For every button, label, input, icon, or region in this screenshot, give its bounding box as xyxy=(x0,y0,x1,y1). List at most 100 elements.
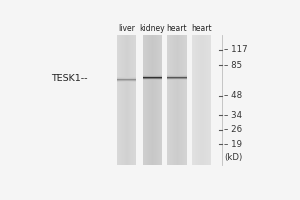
Bar xyxy=(130,35,131,165)
Bar xyxy=(146,79,147,80)
Bar xyxy=(202,35,203,165)
Bar xyxy=(205,35,206,165)
Bar xyxy=(121,81,122,82)
Bar xyxy=(147,75,148,76)
Bar xyxy=(180,76,181,77)
Bar xyxy=(209,35,210,165)
Bar xyxy=(118,80,119,81)
Bar xyxy=(143,79,144,80)
Bar xyxy=(147,78,148,79)
Bar xyxy=(183,78,184,79)
Bar xyxy=(169,76,170,77)
Bar xyxy=(124,79,125,80)
Bar xyxy=(147,76,148,77)
Bar xyxy=(186,75,187,76)
Bar xyxy=(122,80,123,81)
Bar xyxy=(126,80,127,81)
Bar xyxy=(154,77,155,78)
Bar xyxy=(155,78,156,79)
Bar xyxy=(133,81,134,82)
Bar xyxy=(127,35,128,165)
Bar xyxy=(117,35,118,165)
Bar xyxy=(117,78,118,79)
Bar xyxy=(167,76,168,77)
Bar xyxy=(148,76,149,77)
Bar xyxy=(126,79,127,80)
Bar xyxy=(177,77,178,78)
Bar xyxy=(175,78,176,79)
Bar xyxy=(124,35,125,165)
Text: heart: heart xyxy=(191,24,212,33)
Bar xyxy=(167,78,168,79)
Text: kidney: kidney xyxy=(140,24,165,33)
Bar xyxy=(167,79,168,80)
Bar xyxy=(168,76,169,77)
Bar xyxy=(175,77,176,78)
Bar xyxy=(172,79,173,80)
Bar xyxy=(120,77,121,78)
Bar xyxy=(179,79,180,80)
Bar xyxy=(174,75,175,76)
Bar xyxy=(173,77,174,78)
Bar xyxy=(132,78,133,79)
Bar xyxy=(158,79,159,80)
Bar xyxy=(203,35,204,165)
Bar xyxy=(183,77,184,78)
Bar xyxy=(185,35,186,165)
Bar xyxy=(132,79,133,80)
Bar xyxy=(169,77,170,78)
Text: – 19: – 19 xyxy=(224,140,242,149)
Bar xyxy=(158,78,159,79)
Bar xyxy=(175,75,176,76)
Bar xyxy=(177,79,178,80)
Bar xyxy=(122,78,123,79)
Bar xyxy=(155,76,156,77)
Bar xyxy=(207,35,208,165)
Bar xyxy=(143,75,144,76)
Bar xyxy=(177,35,178,165)
Bar xyxy=(124,81,125,82)
Bar xyxy=(151,79,152,80)
Bar xyxy=(153,78,154,79)
Bar xyxy=(154,35,155,165)
Bar xyxy=(124,80,125,81)
Bar xyxy=(152,78,153,79)
Bar xyxy=(176,77,177,78)
Bar xyxy=(153,75,154,76)
Bar xyxy=(134,78,135,79)
Bar xyxy=(185,76,186,77)
Bar xyxy=(174,79,175,80)
Bar xyxy=(144,75,145,76)
Bar xyxy=(154,78,155,79)
Bar xyxy=(181,77,182,78)
Bar xyxy=(144,76,145,77)
Bar xyxy=(157,79,158,80)
Bar xyxy=(143,78,144,79)
Text: – 117: – 117 xyxy=(224,45,248,54)
Bar xyxy=(155,35,156,165)
Bar xyxy=(161,77,162,78)
Bar xyxy=(146,35,147,165)
Bar xyxy=(158,35,159,165)
Bar xyxy=(153,77,154,78)
Bar xyxy=(117,81,118,82)
Bar xyxy=(124,78,125,79)
Bar xyxy=(144,79,145,80)
Bar xyxy=(158,75,159,76)
Bar xyxy=(170,76,171,77)
Bar xyxy=(134,77,135,78)
Bar xyxy=(128,78,129,79)
Bar xyxy=(151,75,152,76)
Bar xyxy=(130,77,131,78)
Bar xyxy=(153,79,154,80)
Bar xyxy=(179,78,180,79)
Bar xyxy=(119,81,120,82)
Bar xyxy=(192,35,193,165)
Bar xyxy=(149,79,150,80)
Bar xyxy=(170,79,171,80)
Bar xyxy=(119,79,120,80)
Bar xyxy=(175,35,176,165)
Bar xyxy=(173,79,174,80)
Bar xyxy=(120,81,121,82)
Bar xyxy=(125,80,126,81)
